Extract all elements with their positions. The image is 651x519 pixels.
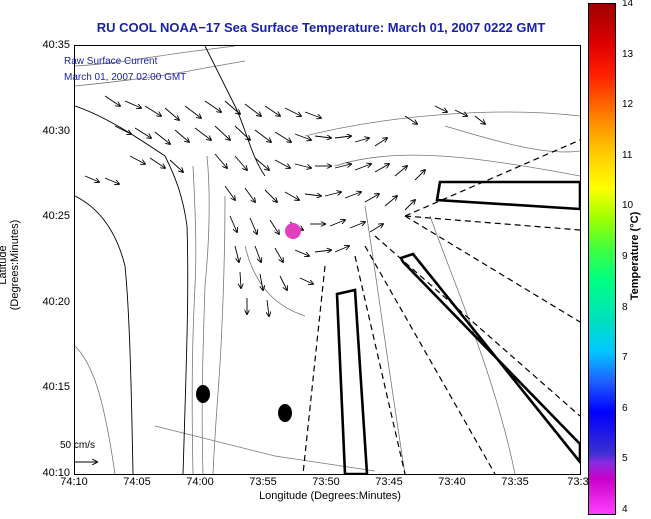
colorbar-tick-label: 5 bbox=[622, 453, 628, 465]
x-tick-label: 74:10 bbox=[60, 476, 88, 488]
map-plot-area bbox=[74, 45, 581, 475]
colorbar-tick-label: 4 bbox=[622, 504, 628, 515]
y-tick-label: 40:30 bbox=[42, 124, 70, 137]
sst-patch bbox=[285, 223, 301, 239]
raw-current-time: March 01, 2007 02:00 GMT bbox=[64, 72, 187, 83]
y-axis-label: Latitude (Degrees:Minutes) bbox=[0, 219, 21, 311]
station-marker bbox=[278, 404, 292, 422]
radar-site-outlines bbox=[335, 180, 580, 474]
colorbar-tick-label: 13 bbox=[622, 48, 634, 60]
colorbar-tick-label: 8 bbox=[622, 301, 628, 313]
x-tick-label: 74:05 bbox=[123, 476, 151, 488]
y-tick-label: 40:15 bbox=[42, 381, 70, 394]
coastline-contours bbox=[75, 46, 580, 474]
x-axis-label: Longitude (Degrees:Minutes) bbox=[259, 490, 401, 502]
y-tick-label: 40:20 bbox=[42, 295, 70, 308]
colorbar-tick-label: 14 bbox=[622, 0, 634, 9]
x-tick-label: 73:45 bbox=[375, 476, 403, 488]
raw-current-label: Raw Surface Current bbox=[64, 56, 158, 67]
x-tick-label: 73:3 bbox=[567, 476, 589, 488]
colorbar-tick-label: 6 bbox=[622, 402, 628, 414]
temperature-colorbar bbox=[588, 3, 616, 515]
colorbar-tick-label: 10 bbox=[622, 200, 634, 212]
y-tick-label: 40:10 bbox=[42, 467, 70, 479]
x-tick-label: 73:55 bbox=[249, 476, 277, 488]
y-tick-label: 40:35 bbox=[42, 39, 70, 51]
x-tick-label: 73:50 bbox=[312, 476, 340, 488]
chart-title: RU COOL NOAA−17 Sea Surface Temperature:… bbox=[96, 20, 546, 35]
scale-label: 50 cm/s bbox=[60, 440, 96, 451]
radar-beam-lines bbox=[302, 139, 580, 474]
land-outline bbox=[75, 46, 266, 474]
colorbar-tick-label: 12 bbox=[622, 99, 634, 111]
surface-current-vectors bbox=[84, 95, 485, 316]
x-tick-label: 73:35 bbox=[501, 476, 529, 488]
colorbar-label: Temperature (°C) bbox=[629, 211, 641, 301]
colorbar-tick-label: 11 bbox=[622, 149, 633, 161]
colorbar-tick-label: 9 bbox=[622, 251, 628, 262]
map-canvas bbox=[75, 46, 580, 474]
x-tick-label: 74:00 bbox=[186, 476, 214, 488]
x-tick-label: 73:40 bbox=[438, 476, 466, 488]
station-marker bbox=[196, 385, 210, 403]
colorbar-tick-label: 7 bbox=[622, 352, 628, 364]
y-tick-label: 40:25 bbox=[42, 210, 70, 223]
